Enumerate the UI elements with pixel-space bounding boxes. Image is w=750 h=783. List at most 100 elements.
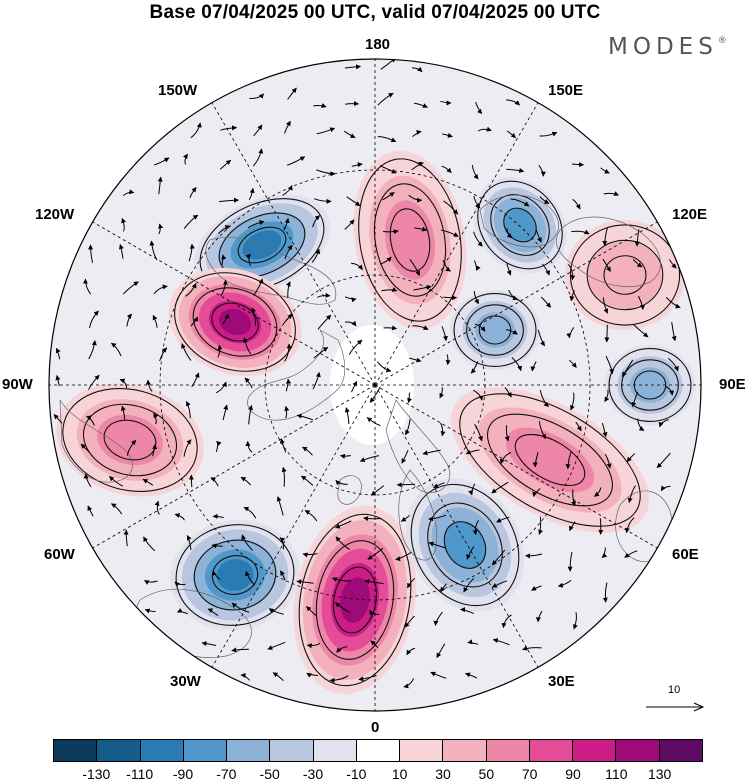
modes-logo: MODES® (608, 34, 727, 60)
wind-arrow (281, 466, 287, 487)
wind-arrow (177, 608, 188, 615)
wind-arrow (408, 194, 423, 203)
wind-arrow (501, 614, 512, 629)
wind-arrow (499, 452, 512, 465)
wind-arrow (143, 536, 156, 552)
wind-arrow (183, 153, 189, 165)
wind-arrow (245, 253, 251, 267)
wind-arrow (284, 343, 292, 362)
wind-arrow (665, 297, 681, 309)
wind-arrow (411, 161, 424, 171)
colorbar-swatch (573, 740, 617, 761)
anomaly-contour (630, 367, 670, 403)
reference-vector-arrow (646, 702, 705, 712)
wind-arrow (242, 337, 252, 355)
wind-arrow (285, 281, 291, 298)
wind-arrow (532, 452, 539, 468)
wind-arrow (153, 157, 170, 166)
wind-arrow (491, 580, 508, 588)
wind-arrow (634, 229, 640, 247)
meridian-line (374, 99, 541, 386)
wind-arrow (627, 485, 636, 503)
wind-arrow (185, 282, 197, 297)
wind-arrow (366, 417, 381, 426)
meridian-line (89, 384, 376, 551)
wind-arrow (468, 483, 476, 496)
streamline-ring (373, 183, 447, 297)
wind-arrow (345, 100, 359, 106)
wind-arrow (414, 226, 428, 232)
wind-arrow (604, 324, 610, 343)
wind-arrow (478, 126, 492, 132)
wind-arrow (110, 503, 123, 515)
wind-arrow (506, 99, 520, 106)
wind-arrow (441, 326, 448, 342)
meridian-line (89, 219, 376, 386)
wind-arrow (154, 500, 160, 515)
colorbar-tick-label: -10 (346, 766, 367, 782)
wind-arrow (344, 320, 357, 327)
wind-arrow (55, 375, 61, 387)
wind-arrow (329, 675, 349, 683)
wind-arrow (539, 389, 549, 407)
wind-arrow (212, 513, 224, 519)
wind-arrow (542, 263, 551, 276)
wind-arrow (243, 506, 257, 519)
wind-arrow (306, 606, 317, 617)
wind-arrow (174, 581, 186, 587)
wind-arrow (370, 640, 379, 648)
colorbar-tick-label: -130 (82, 766, 111, 782)
wind-arrow (279, 570, 286, 581)
wind-arrow (218, 225, 231, 234)
wind-arrow (637, 295, 645, 310)
wind-arrow (401, 449, 409, 464)
lon-label-120w: 120W (35, 206, 75, 223)
wind-arrow (317, 292, 331, 298)
wind-arrow (656, 452, 671, 468)
wind-arrow (282, 185, 293, 196)
wind-arrow (181, 343, 192, 361)
wind-arrow (312, 215, 321, 228)
wind-arrow (191, 372, 200, 388)
wind-arrow (535, 229, 542, 243)
wind-arrow (492, 638, 510, 646)
wind-arrow (522, 645, 542, 651)
wind-arrow (567, 551, 573, 572)
streamline-ring (211, 555, 259, 595)
wind-arrow (604, 453, 612, 469)
wind-arrow (276, 496, 284, 516)
wind-arrow (404, 418, 411, 436)
colorbar-tick-label: -70 (216, 766, 237, 782)
wind-arrow (624, 550, 638, 558)
colorbar-tick-label: -30 (302, 766, 324, 782)
streamline-ring (218, 212, 306, 278)
wind-arrow (604, 389, 610, 403)
wind-arrow (220, 125, 238, 131)
colorbar-swatch (97, 740, 141, 761)
wind-arrow (123, 529, 129, 547)
wind-arrow (571, 229, 590, 235)
streamline-ring (62, 387, 198, 493)
wind-arrow (404, 615, 415, 628)
colorbar-swatch (270, 740, 314, 761)
wind-arrow (572, 198, 581, 210)
wind-arrow (511, 357, 523, 372)
wind-arrow (300, 475, 314, 486)
wind-arrow (110, 342, 122, 357)
wind-arrow (409, 259, 421, 277)
colorbar-swatch (486, 740, 530, 761)
wind-arrow (55, 347, 61, 360)
wind-arrow (382, 191, 395, 201)
wind-arrow (633, 324, 649, 338)
wind-arrow (626, 453, 636, 463)
lon-label-120e: 120E (672, 206, 708, 223)
wind-arrow (86, 415, 95, 426)
wind-arrow (158, 223, 164, 235)
wind-arrow (379, 165, 397, 174)
wind-arrow (351, 162, 363, 168)
wind-arrow (344, 219, 355, 230)
colorbar-tick-label: 70 (521, 766, 538, 782)
colorbar-tick-label: 110 (605, 766, 628, 782)
wind-arrow (87, 505, 94, 517)
wind-arrow (247, 220, 265, 229)
